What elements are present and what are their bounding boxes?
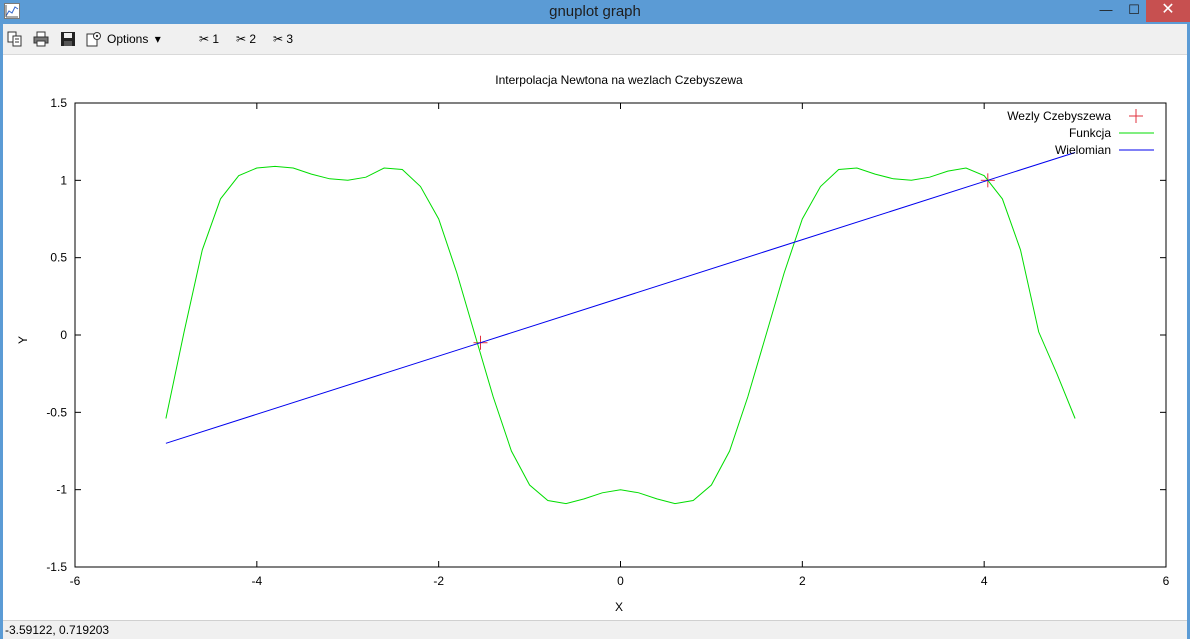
y-tick-label: 0 bbox=[60, 328, 67, 342]
x-tick-label: 4 bbox=[981, 574, 988, 588]
chart-svg[interactable]: Interpolacja Newtona na wezlach Czebysze… bbox=[3, 55, 1187, 620]
options-menu-button[interactable]: Options ▾ bbox=[107, 30, 161, 48]
legend-label: Wielomian bbox=[1055, 143, 1111, 157]
window-titlebar: gnuplot graph — ☐ ✕ bbox=[0, 0, 1190, 24]
scissors-icon: ✂ bbox=[199, 32, 210, 46]
series-group bbox=[165, 152, 1076, 505]
save-icon[interactable] bbox=[60, 31, 76, 47]
window-title: gnuplot graph bbox=[549, 3, 641, 20]
x-tick-label: 6 bbox=[1163, 574, 1170, 588]
cursor-coordinates: -3.59122, 0.719203 bbox=[5, 623, 110, 637]
plot-area[interactable]: Interpolacja Newtona na wezlach Czebysze… bbox=[3, 55, 1187, 620]
y-axis-label: Y bbox=[16, 336, 30, 344]
legend-label: Wezly Czebyszewa bbox=[1007, 109, 1111, 123]
status-bar: -3.59122, 0.719203 bbox=[3, 620, 1187, 639]
ruler-button-3[interactable]: ✂ 3 bbox=[273, 30, 293, 48]
y-tick-label: 0.5 bbox=[50, 251, 67, 265]
options-label: Options bbox=[107, 32, 149, 46]
ruler-button-1[interactable]: ✂ 1 bbox=[199, 30, 219, 48]
y-tick-label: -0.5 bbox=[46, 405, 67, 419]
ruler-label-1: 1 bbox=[212, 32, 220, 46]
scissors-icon: ✂ bbox=[273, 32, 284, 46]
y-tick-label: 1 bbox=[60, 173, 67, 187]
y-tick-label: -1.5 bbox=[46, 560, 67, 574]
x-tick-label: 0 bbox=[617, 574, 624, 588]
window-frame-right bbox=[1187, 24, 1190, 639]
ruler-label-3: 3 bbox=[286, 32, 294, 46]
scissors-icon: ✂ bbox=[236, 32, 247, 46]
x-tick-label: -4 bbox=[251, 574, 262, 588]
ruler-button-2[interactable]: ✂ 2 bbox=[236, 30, 256, 48]
y-tick-label: 1.5 bbox=[50, 96, 67, 110]
options-icon[interactable] bbox=[86, 31, 102, 47]
toolbar: Options ▾ ✂ 1 ✂ 2 ✂ 3 bbox=[3, 24, 1187, 55]
print-icon[interactable] bbox=[33, 31, 49, 47]
x-tick-label: 2 bbox=[799, 574, 806, 588]
window-frame-left bbox=[0, 24, 3, 639]
axis-ticks: -6 -4 -2 0 2 4 6 -1.5 -1 -0.5 0 0.5 1 1.5 bbox=[46, 96, 1169, 588]
x-tick-label: -2 bbox=[433, 574, 444, 588]
x-tick-label: -6 bbox=[70, 574, 81, 588]
minimize-button[interactable]: — bbox=[1099, 2, 1113, 17]
series-line bbox=[165, 165, 1076, 505]
x-axis-label: X bbox=[615, 600, 623, 614]
plot-border bbox=[74, 102, 1167, 568]
gnuplot-graph-icon[interactable] bbox=[4, 3, 20, 19]
legend: Wezly Czebyszewa Funkcja Wielomian bbox=[1007, 109, 1154, 157]
series-line bbox=[165, 152, 1076, 444]
copy-icon[interactable] bbox=[7, 31, 23, 47]
ruler-label-2: 2 bbox=[249, 32, 257, 46]
close-button[interactable]: ✕ bbox=[1146, 0, 1190, 22]
legend-label: Funkcja bbox=[1069, 126, 1111, 140]
chevron-down-icon: ▾ bbox=[154, 32, 161, 46]
chart-title: Interpolacja Newtona na wezlach Czebysze… bbox=[495, 73, 743, 87]
y-tick-label: -1 bbox=[56, 483, 67, 497]
maximize-button[interactable]: ☐ bbox=[1128, 2, 1140, 17]
